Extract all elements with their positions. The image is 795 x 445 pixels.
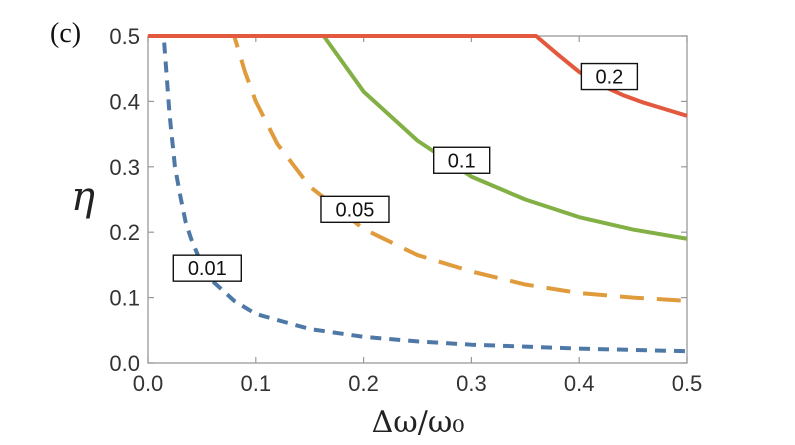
- series-line-0-05: [148, 34, 688, 303]
- y-axis-ticks: 0.0 0.1 0.2 0.3 0.4 0.5: [109, 24, 687, 376]
- series-label: 0.2: [595, 67, 623, 89]
- series-label: 0.01: [188, 258, 227, 280]
- series-labels: 0.01 0.05 0.1 0.2: [172, 62, 639, 282]
- series-label-box: [172, 254, 242, 282]
- x-tick-label: 0.2: [348, 371, 379, 396]
- series-label-box: [580, 62, 639, 91]
- series-label-box: [320, 195, 390, 224]
- x-tick-label: 0.4: [564, 371, 595, 396]
- y-tick-label: 0.5: [109, 24, 140, 49]
- series-line-0-1: [148, 34, 688, 241]
- y-tick-label: 0.1: [109, 286, 140, 311]
- series-line-0-01: [162, 42, 688, 354]
- x-tick-label: 0.5: [672, 371, 703, 396]
- y-tick-label: 0.2: [109, 220, 140, 245]
- x-tick-label: 0.3: [456, 371, 487, 396]
- y-axis-title: η: [71, 174, 95, 220]
- series-label: 0.05: [336, 199, 375, 221]
- series-label-box: [433, 146, 491, 174]
- x-axis-title: Δω/ω₀: [372, 405, 465, 440]
- y-tick-label: 0.0: [109, 351, 140, 376]
- x-tick-label: 0.1: [241, 371, 272, 396]
- y-tick-label: 0.3: [109, 155, 140, 180]
- series-label: 0.1: [448, 150, 476, 172]
- x-axis-ticks: 0.0 0.1 0.2 0.3 0.4 0.5: [133, 36, 703, 396]
- x-tick-label: 0.0: [133, 371, 164, 396]
- panel-label: (c): [50, 18, 81, 49]
- y-tick-label: 0.4: [109, 89, 140, 114]
